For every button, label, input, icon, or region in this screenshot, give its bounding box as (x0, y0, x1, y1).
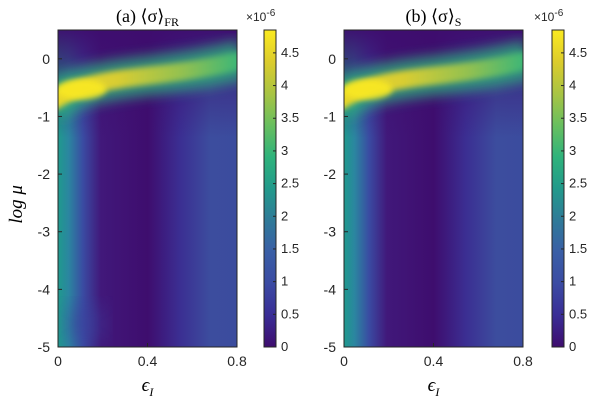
chart-title: (a) ⟨σ⟩FR (116, 6, 179, 29)
y-tick-label: -1 (324, 108, 337, 124)
colorbar-tick-label: 2 (569, 208, 576, 223)
colorbar-exponent: ×10-6 (534, 8, 564, 24)
colorbar-multiplier: ×10 (246, 10, 267, 24)
y-tick-label: -5 (324, 339, 337, 355)
colorbar-tick-label: 0.5 (569, 306, 587, 321)
colorbar-gradient (551, 29, 565, 348)
x-axis-label: ϵI (428, 375, 441, 399)
colorbar-tick-label: 1.5 (569, 241, 587, 256)
colorbar-tick-label: 0.5 (281, 306, 299, 321)
colorbar-exponent: ×10-6 (246, 8, 276, 24)
x-tick-label: 0 (340, 353, 348, 369)
chart-title-text: (b) ⟨σ⟩ (406, 6, 455, 27)
y-tick-label: -4 (38, 281, 51, 297)
x-axis-label-subscript: I (148, 385, 154, 399)
heatmap (58, 30, 237, 347)
colorbar: 0 0.5 1 1.5 2 2.5 3 3.5 4 4.5 ×10-6 (246, 8, 299, 354)
colorbar-exponent-value: -6 (266, 8, 275, 19)
x-axis-label-symbol: ϵ (142, 375, 151, 396)
heatmap (344, 30, 523, 347)
chart-title: (b) ⟨σ⟩S (406, 6, 462, 29)
colorbar-tick-label: 0 (281, 339, 288, 354)
colorbar-tick-label: 2 (281, 208, 288, 223)
colorbar-tick-label: 2.5 (569, 176, 587, 191)
x-tick-label: 0.4 (424, 353, 444, 369)
colorbar-tick-label: 3 (569, 143, 576, 158)
y-tick-label: -2 (38, 166, 51, 182)
x-axis-label-symbol: ϵ (428, 375, 437, 396)
colorbar-gradient (263, 29, 277, 348)
x-tick-label: 0.8 (513, 353, 533, 369)
colorbar: 0 0.5 1 1.5 2 2.5 3 3.5 4 4.5 ×10-6 (534, 8, 587, 354)
colorbar-tick-label: 0 (569, 339, 576, 354)
x-tick-label: 0.4 (138, 353, 158, 369)
colorbar-tick-label: 4.5 (569, 45, 587, 60)
y-tick-label: -5 (38, 339, 51, 355)
colorbar-tick-label: 3 (281, 143, 288, 158)
heatmap-lowmu-shade (69, 306, 103, 342)
chart-title-text: (a) ⟨σ⟩ (116, 6, 164, 27)
panel-b: -5-4-3-2-100 0.4 0.8(b) ⟨σ⟩SϵI00.511.522.5… (324, 6, 588, 399)
y-tick-label: -1 (38, 108, 51, 124)
colorbar-tick-label: 1 (281, 274, 288, 289)
y-tick-label: -3 (38, 224, 51, 240)
ridge-peak (344, 79, 393, 100)
chart-title-subscript: S (455, 15, 462, 29)
colorbar-exponent-value: -6 (554, 8, 563, 19)
colorbar-tick-label: 1.5 (281, 241, 299, 256)
colorbar-tick-label: 4 (569, 78, 576, 93)
chart-title-subscript: FR (164, 15, 179, 29)
y-tick-label: 0 (328, 51, 336, 67)
x-axis-label-subscript: I (434, 385, 440, 399)
y-tick-label: -3 (324, 224, 337, 240)
colorbar-tick-label: 4 (281, 78, 288, 93)
colorbar-tick-label: 3.5 (569, 110, 587, 125)
colorbar-tick-label: 2.5 (281, 176, 299, 191)
x-tick-label: 0.8 (227, 353, 247, 369)
colorbar-tick-label: 3.5 (281, 110, 299, 125)
colorbar-multiplier: ×10 (534, 10, 555, 24)
colorbar-tick-label: 4.5 (281, 45, 299, 60)
colorbar-tick-label: 1 (569, 274, 576, 289)
y-tick-label: -4 (324, 281, 337, 297)
y-tick-label: -2 (324, 166, 337, 182)
x-tick-label: 0 (54, 353, 62, 369)
x-axis-label: ϵI (142, 375, 155, 399)
y-axis-label: log μ (6, 185, 27, 224)
ridge-peak (58, 79, 107, 100)
y-tick-label: 0 (42, 51, 50, 67)
